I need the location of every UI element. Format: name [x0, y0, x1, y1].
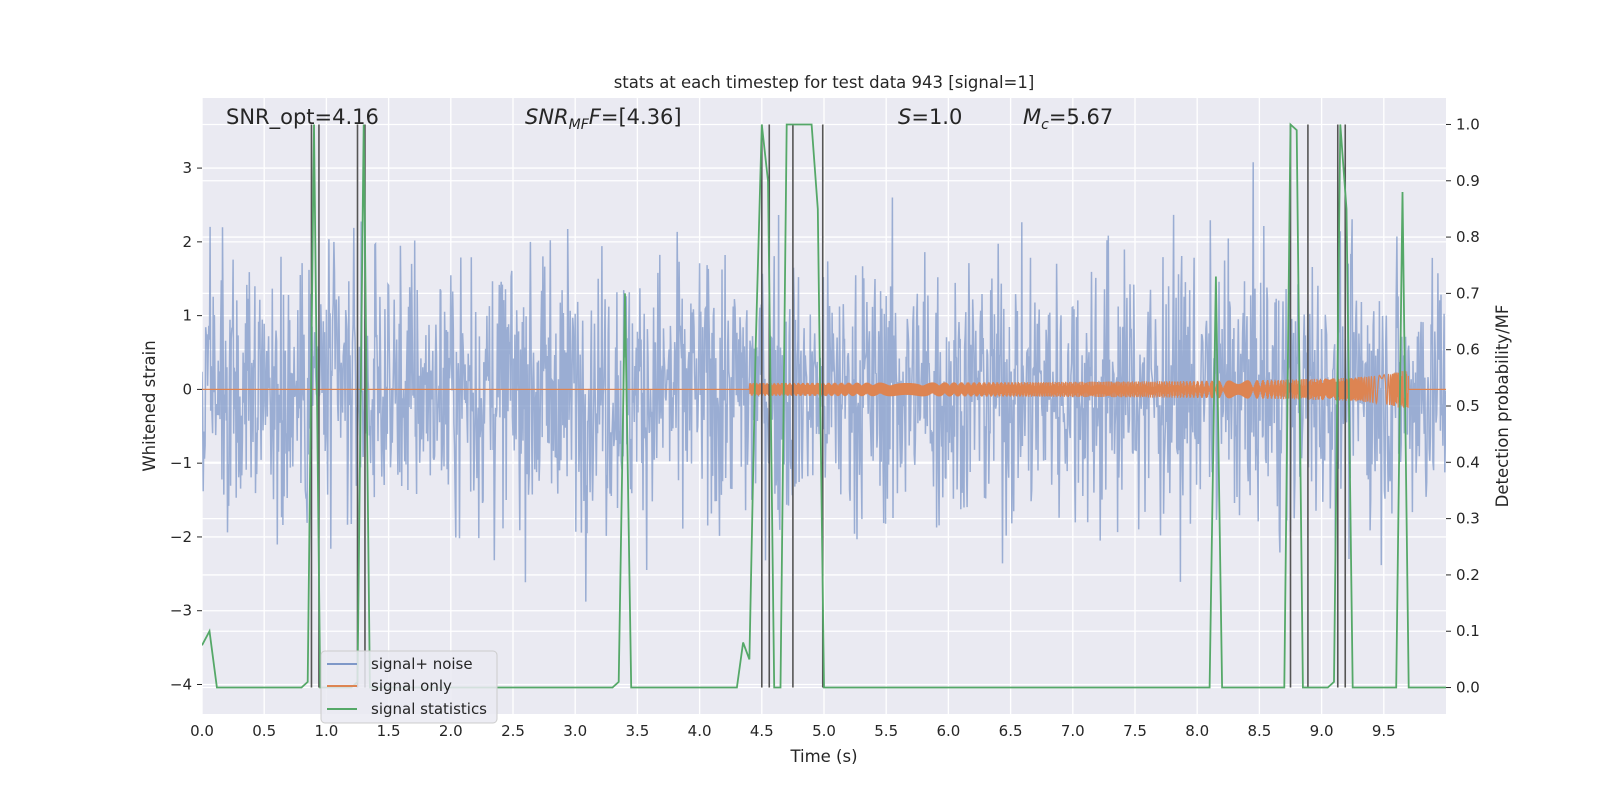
legend-label-stats: signal statistics [371, 700, 487, 718]
x-tick-label: 8.5 [1247, 722, 1271, 740]
y2-tick-label: 0.1 [1456, 622, 1480, 640]
x-tick-label: 6.0 [936, 722, 960, 740]
annotation-snr-mf-suffix: F [589, 105, 602, 129]
y2-tick-label: 0.9 [1456, 172, 1480, 190]
y2-tick-label: 0.5 [1456, 397, 1480, 415]
x-tick-label: 7.5 [1123, 722, 1147, 740]
legend: signal+ noise signal only signal statist… [320, 650, 498, 724]
x-tick-label: 0.0 [190, 722, 214, 740]
x-axis-label: Time (s) [789, 747, 857, 766]
annotation-s-prefix: S [898, 105, 911, 129]
x-axis-ticks: 0.0 0.5 1.0 1.5 2.0 2.5 3.0 3.5 4.0 4.5 5.0 5.5 6.0 6… [190, 722, 1396, 740]
legend-label-signal: signal only [371, 677, 452, 695]
annotation-s-value: =1.0 [911, 105, 962, 129]
annotations: SNR_opt=4.16 SNRMFF=[4.36] S=1.0 Mc=5.67 [226, 105, 1113, 133]
x-tick-label: 0.5 [252, 722, 276, 740]
y2-axis-ticks: 0.0 0.1 0.2 0.3 0.4 0.5 0.6 0.7 0.8 0.9 1.0 [1446, 115, 1480, 697]
y2-tick-label: 1.0 [1456, 115, 1480, 133]
x-tick-label: 1.0 [314, 722, 338, 740]
annotation-snr-opt: SNR_opt=4.16 [226, 105, 379, 130]
annotation-snr-mf-prefix: SNR [525, 105, 569, 129]
y2-tick-label: 0.0 [1456, 679, 1480, 697]
y2-axis-label: Detection probability/MF [1493, 305, 1512, 508]
y-tick-label: 0 [182, 380, 192, 398]
annotation-mc-subscript: c [1041, 117, 1049, 133]
y-axis-label: Whitened strain [140, 340, 159, 471]
y-tick-label: −4 [170, 675, 192, 693]
x-tick-label: 7.0 [1061, 722, 1085, 740]
y2-tick-label: 0.6 [1456, 341, 1480, 359]
y2-tick-label: 0.4 [1456, 453, 1480, 471]
signal-only-line [202, 370, 1446, 408]
annotation-snr-mf-subscript: MF [569, 117, 590, 133]
x-tick-label: 4.0 [688, 722, 712, 740]
legend-box [320, 650, 498, 724]
x-tick-label: 2.5 [501, 722, 525, 740]
y-tick-label: 1 [182, 307, 192, 325]
y-tick-label: −2 [170, 528, 192, 546]
y2-tick-label: 0.7 [1456, 284, 1480, 302]
x-tick-label: 3.5 [625, 722, 649, 740]
x-tick-label: 1.5 [377, 722, 401, 740]
y-tick-label: 3 [182, 159, 192, 177]
x-tick-label: 9.5 [1372, 722, 1396, 740]
x-tick-label: 5.0 [812, 722, 836, 740]
annotation-s: S=1.0 [898, 105, 962, 129]
y-tick-label: −3 [170, 602, 192, 620]
x-tick-label: 4.5 [750, 722, 774, 740]
y-tick-label: 2 [182, 233, 192, 251]
x-tick-label: 5.5 [874, 722, 898, 740]
x-tick-label: 3.0 [563, 722, 587, 740]
signal-plus-noise-line [202, 162, 1446, 602]
y-tick-label: −1 [170, 454, 192, 472]
annotation-snr-mf: SNRMFF=[4.36] [525, 105, 682, 133]
y2-tick-label: 0.3 [1456, 510, 1480, 528]
x-tick-label: 2.0 [439, 722, 463, 740]
x-tick-label: 9.0 [1310, 722, 1334, 740]
annotation-mc: Mc=5.67 [1023, 105, 1113, 133]
annotation-snr-mf-value: =[4.36] [601, 105, 682, 129]
legend-label-noise: signal+ noise [371, 655, 473, 673]
y-axis-ticks: −4 −3 −2 −1 0 1 2 3 [170, 159, 202, 693]
x-tick-label: 8.0 [1185, 722, 1209, 740]
annotation-mc-value: =5.67 [1049, 105, 1113, 129]
x-tick-label: 6.5 [999, 722, 1023, 740]
y2-tick-label: 0.8 [1456, 228, 1480, 246]
annotation-mc-prefix: M [1023, 105, 1041, 129]
y2-tick-label: 0.2 [1456, 566, 1480, 584]
chart-title: stats at each timestep for test data 943… [614, 73, 1035, 92]
